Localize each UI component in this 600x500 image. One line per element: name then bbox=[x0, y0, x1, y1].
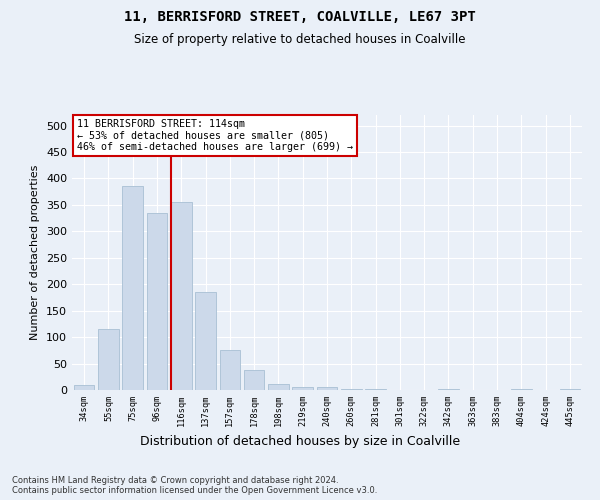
Y-axis label: Number of detached properties: Number of detached properties bbox=[31, 165, 40, 340]
Text: 11, BERRISFORD STREET, COALVILLE, LE67 3PT: 11, BERRISFORD STREET, COALVILLE, LE67 3… bbox=[124, 10, 476, 24]
Bar bbox=[244, 370, 265, 390]
Bar bbox=[122, 186, 143, 390]
Text: Contains HM Land Registry data © Crown copyright and database right 2024.
Contai: Contains HM Land Registry data © Crown c… bbox=[12, 476, 377, 495]
Bar bbox=[438, 389, 459, 390]
Text: Distribution of detached houses by size in Coalville: Distribution of detached houses by size … bbox=[140, 435, 460, 448]
Bar bbox=[98, 329, 119, 390]
Text: Size of property relative to detached houses in Coalville: Size of property relative to detached ho… bbox=[134, 32, 466, 46]
Bar bbox=[268, 384, 289, 390]
Bar bbox=[317, 388, 337, 390]
Bar bbox=[220, 350, 240, 390]
Bar bbox=[511, 389, 532, 390]
Bar bbox=[195, 292, 216, 390]
Bar bbox=[146, 213, 167, 390]
Bar bbox=[560, 389, 580, 390]
Text: 11 BERRISFORD STREET: 114sqm
← 53% of detached houses are smaller (805)
46% of s: 11 BERRISFORD STREET: 114sqm ← 53% of de… bbox=[77, 119, 353, 152]
Bar bbox=[292, 387, 313, 390]
Bar bbox=[74, 384, 94, 390]
Bar bbox=[171, 202, 191, 390]
